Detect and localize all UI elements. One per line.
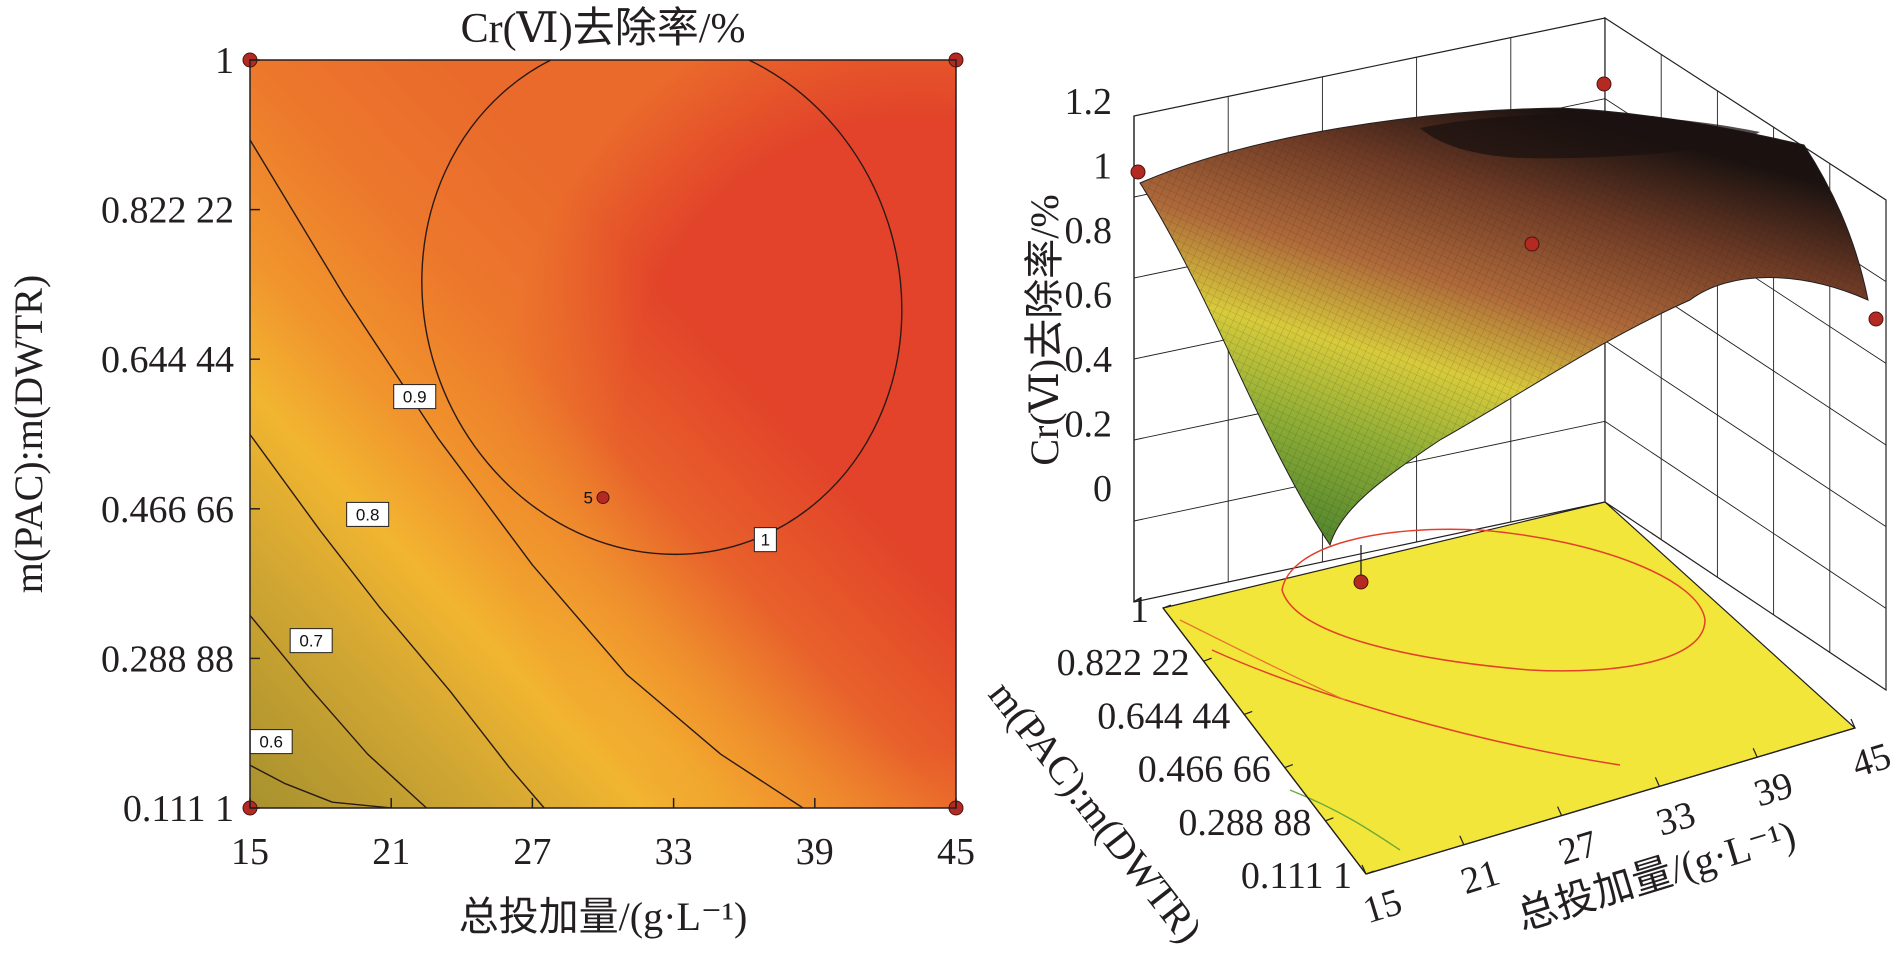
x-tick bbox=[1361, 864, 1367, 875]
contour-line-0.9 bbox=[250, 139, 804, 808]
y-tick bbox=[1365, 870, 1375, 875]
contour-label: 0.8 bbox=[356, 505, 380, 524]
z-tick-label: 1.2 bbox=[1065, 81, 1113, 123]
y-tick-label: 0.822 22 bbox=[1057, 642, 1190, 684]
x-tick bbox=[1459, 835, 1465, 846]
design-point-label: 5 bbox=[584, 489, 593, 508]
contour-edge-shade bbox=[250, 60, 956, 808]
y-tick bbox=[1325, 817, 1334, 822]
x-tick-label: 45 bbox=[1847, 735, 1890, 786]
response-surface bbox=[1139, 107, 1869, 547]
x-tick bbox=[1850, 718, 1856, 729]
x-tick-label: 21 bbox=[1456, 852, 1505, 903]
x-tick-label: 15 bbox=[1358, 881, 1407, 932]
x-tick-label: 33 bbox=[1652, 793, 1701, 844]
y-tick-label: 0.288 88 bbox=[1178, 802, 1311, 844]
floor-contour-4 bbox=[1289, 789, 1401, 851]
surface-z-label: Cr(Ⅵ)去除率/% bbox=[1022, 194, 1067, 465]
y-tick-label: 1 bbox=[215, 40, 234, 82]
surface-design-point bbox=[1868, 311, 1884, 327]
surface-design-points bbox=[1130, 76, 1884, 590]
x-tick-label: 39 bbox=[1749, 764, 1798, 815]
wall-gridline bbox=[1604, 340, 1887, 528]
x-tick-label: 15 bbox=[231, 831, 269, 873]
surface-design-point bbox=[1130, 164, 1146, 180]
z-tick-label: 0.8 bbox=[1065, 210, 1113, 252]
x-tick-label: 21 bbox=[372, 831, 410, 873]
y-tick-label: 0.288 88 bbox=[101, 638, 234, 680]
y-tick bbox=[1284, 764, 1294, 769]
x-tick bbox=[1752, 747, 1758, 758]
contour-y-label: m(PAC):m(DWTR) bbox=[6, 275, 51, 594]
contour-title: Cr(Ⅵ)去除率/% bbox=[461, 5, 746, 52]
surface-x-label: 总投加量/(g·L⁻¹) bbox=[1511, 811, 1800, 938]
surface-design-point bbox=[1596, 76, 1612, 92]
z-tick-label: 0.6 bbox=[1065, 275, 1113, 317]
y-tick-label: 0.466 66 bbox=[1138, 749, 1271, 791]
contour-line-0.6 bbox=[250, 764, 392, 808]
design-point bbox=[596, 491, 610, 505]
y-tick-label: 0.466 66 bbox=[101, 489, 234, 531]
y-tick bbox=[1203, 657, 1212, 662]
x-tick-label: 45 bbox=[937, 831, 975, 873]
contour-lines bbox=[250, 60, 903, 808]
contour-ticks: 15 21 27 33 39 450.111 10.288 880.466 660.644… bbox=[101, 40, 975, 873]
contour-label: 0.6 bbox=[259, 733, 283, 752]
floor-contour-2 bbox=[1211, 649, 1621, 766]
z-tick-label: 1 bbox=[1093, 146, 1112, 188]
surface-design-point bbox=[1524, 236, 1540, 252]
contour-frame bbox=[249, 59, 957, 809]
contour-x-label: 总投加量/(g·L⁻¹) bbox=[459, 894, 748, 939]
z-tick-label: 0 bbox=[1093, 468, 1112, 510]
contour-line-1 bbox=[421, 60, 903, 556]
wall-gridline bbox=[1604, 420, 1887, 609]
x-axis-line bbox=[1365, 727, 1856, 875]
contour-label: 1 bbox=[761, 531, 770, 550]
contour-label-box bbox=[289, 628, 333, 654]
contour-line-0.7 bbox=[250, 614, 427, 808]
surface-design-point bbox=[1353, 574, 1369, 590]
contour-plot: 0.6 0.7 0.8 0.9 1 5 15 21 27 33 39 45 0.111 1 0.288… bbox=[6, 5, 975, 939]
x-tick bbox=[1557, 806, 1563, 816]
y-tick-label: 0.644 44 bbox=[101, 339, 234, 381]
x-tick-label: 27 bbox=[513, 831, 551, 873]
contour-label: 0.7 bbox=[299, 632, 323, 651]
contour-label: 0.9 bbox=[403, 388, 427, 407]
z-tick-label: 0.2 bbox=[1065, 404, 1113, 446]
y-tick-label: 0.822 22 bbox=[101, 190, 234, 232]
floor-contour-1 bbox=[1281, 528, 1706, 672]
x-tick bbox=[1654, 777, 1660, 787]
y-tick-label: 0.111 1 bbox=[123, 788, 234, 830]
x-tick-label: 27 bbox=[1554, 822, 1603, 873]
y-tick-label: 0.111 1 bbox=[1241, 855, 1352, 897]
x-tick-label: 33 bbox=[655, 831, 693, 873]
surface-dark-crest bbox=[1420, 114, 1760, 159]
y-tick-label: 1 bbox=[1130, 589, 1149, 631]
contour-line-0.8 bbox=[250, 434, 545, 808]
y-tick bbox=[1243, 710, 1253, 715]
contour-label-box bbox=[393, 384, 437, 410]
y-tick bbox=[1162, 604, 1172, 609]
contour-label-box bbox=[753, 527, 777, 553]
floor-contour-3 bbox=[1179, 619, 1346, 701]
contour-labels: 0.6 0.7 0.8 0.9 1 bbox=[249, 384, 777, 755]
x-tick-label: 39 bbox=[796, 831, 834, 873]
surface-plot: 0 0.2 0.4 0.6 0.8 1 1.2 0.111 1 0.288 88 0.466 66… bbox=[980, 16, 1890, 951]
contour-label-box bbox=[346, 501, 390, 527]
y-axis-line bbox=[1162, 607, 1367, 875]
z-tick-label: 0.4 bbox=[1065, 339, 1113, 381]
surface-mesh bbox=[1140, 108, 1868, 545]
y-tick-label: 0.644 44 bbox=[1097, 695, 1230, 737]
